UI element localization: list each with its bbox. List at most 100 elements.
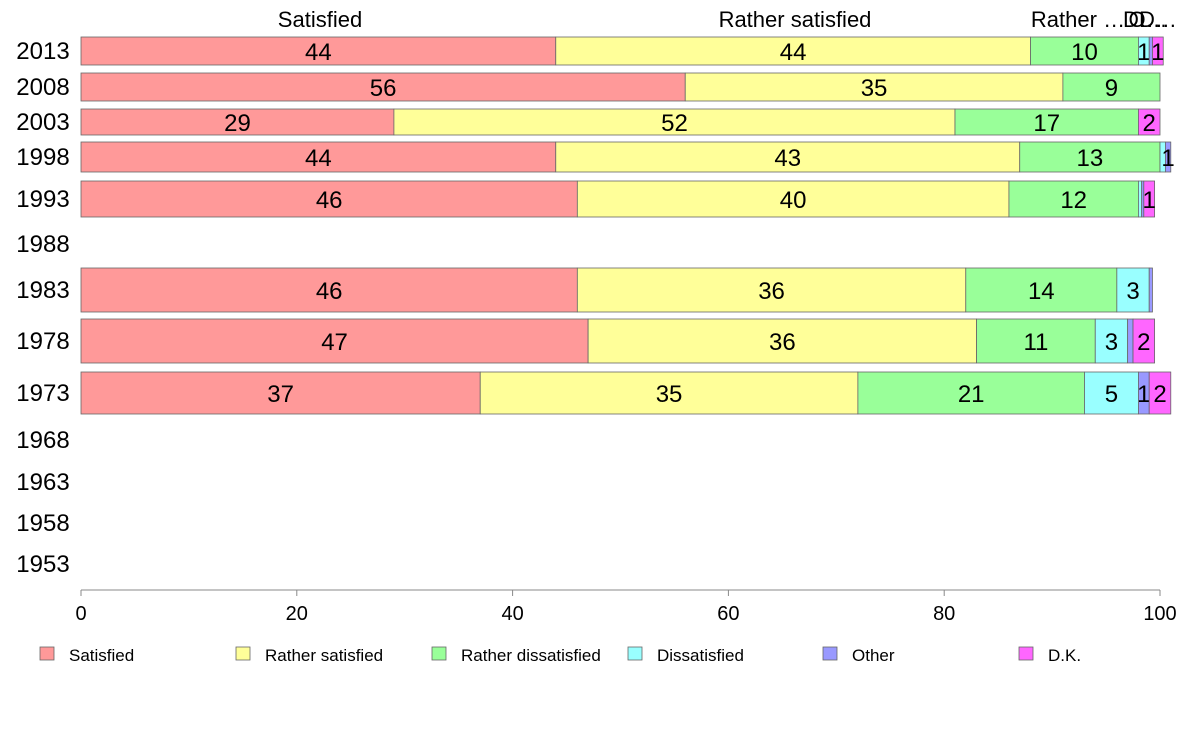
bar-value-label: 5 (1105, 381, 1118, 408)
bar-segment (1084, 371, 1139, 415)
bar-segment (1019, 141, 1161, 173)
bar-value-label: 11 (1023, 329, 1048, 356)
bar-segment (1132, 318, 1156, 364)
legend-label: Rather dissatisfied (461, 646, 601, 665)
bar-value-label: 56 (370, 75, 397, 102)
bar-value-label: 46 (316, 278, 343, 305)
x-tick-label: 100 (1143, 603, 1176, 625)
bar-value-label: 21 (958, 381, 985, 408)
bar-segment (80, 72, 686, 102)
legend-label: Satisfied (69, 646, 134, 665)
bar-value-label: 14 (1028, 278, 1055, 305)
bar-segment (587, 318, 977, 364)
top-label: Rather satisfied (719, 7, 872, 32)
x-axis: 0 20 40 60 80 100 (75, 589, 1177, 625)
bar-value-label: 17 (1033, 110, 1060, 137)
bar-segment (1143, 180, 1156, 218)
year-label: 1998 (16, 144, 69, 171)
bar-segment (1008, 180, 1139, 218)
bar-value-label: 2 (1153, 381, 1166, 408)
bar-value-label: 37 (267, 381, 294, 408)
bars-area: 44 44 10 1 156 35 929 52 17 244 43 13 146 40 12 146 36 14… (80, 36, 1175, 415)
bar-segment (80, 318, 589, 364)
year-label: 1963 (16, 469, 69, 496)
bar-value-label: 44 (780, 39, 807, 66)
bar-value-label: 36 (758, 278, 785, 305)
bar-value-label: 9 (1105, 75, 1118, 102)
bar-value-label: 1 (1137, 39, 1150, 66)
bar-segment (1148, 371, 1172, 415)
top-label: O… (1128, 7, 1167, 32)
bar-segment (80, 371, 481, 415)
x-tick-label: 40 (501, 603, 523, 625)
legend-swatch (627, 646, 643, 661)
bar-segment (80, 36, 557, 66)
bar-value-label: 12 (1060, 187, 1087, 214)
legend-label: Other (852, 646, 895, 665)
year-label: 1988 (16, 231, 69, 258)
bar-value-label: 44 (305, 145, 332, 172)
top-label: Satisfied (278, 7, 362, 32)
legend-label: Rather satisfied (265, 646, 383, 665)
year-label: 2008 (16, 74, 69, 101)
bar-value-label: 35 (861, 75, 888, 102)
y-axis-labels: 2013 2008 2003 1998 1993 1988 1983 1978 1973 1968… (16, 38, 69, 578)
bar-segment (1127, 318, 1134, 364)
bar-segment (1062, 72, 1161, 102)
bar-value-label: 3 (1105, 329, 1118, 356)
bar-value-label: 3 (1126, 278, 1139, 305)
bar-segment (1164, 141, 1172, 173)
bar-value-label: 1 (1151, 39, 1164, 66)
bar-segment (1152, 36, 1164, 66)
bar-segment (1138, 108, 1161, 136)
top-label: D… (1139, 7, 1177, 32)
top-category-labels: Satisfied Rather satisfied Rather …D…O…D… (278, 7, 1177, 32)
bar-value-label: 10 (1071, 39, 1098, 66)
bar-value-label: 43 (774, 145, 801, 172)
bar-value-label: 47 (321, 329, 348, 356)
year-label: 1978 (16, 328, 69, 355)
bar-value-label: 2 (1143, 110, 1156, 137)
bar-value-label: 36 (769, 329, 796, 356)
bar-value-label: 40 (780, 187, 807, 214)
bar-segment (976, 318, 1096, 364)
year-label: 1973 (16, 380, 69, 407)
year-label: 1993 (16, 186, 69, 213)
bar-value-label: 35 (656, 381, 683, 408)
bar-value-label: 46 (316, 187, 343, 214)
bar-segment (80, 180, 578, 218)
bar-value-label: 1 (1137, 381, 1150, 408)
x-tick-label: 80 (933, 603, 955, 625)
legend-swatch (1018, 646, 1034, 661)
legend-label: D.K. (1048, 646, 1081, 665)
bar-value-label: 1 (1143, 187, 1156, 214)
year-label: 2013 (16, 38, 69, 65)
bar-segment (1116, 267, 1150, 313)
bar-segment (965, 267, 1118, 313)
bar-segment (954, 108, 1139, 136)
bar-segment (80, 141, 557, 173)
top-label: Rather … (1031, 7, 1125, 32)
x-tick-label: 60 (717, 603, 739, 625)
legend-swatch (39, 646, 55, 661)
bar-value-label: 52 (661, 110, 688, 137)
bar-value-label: 29 (224, 110, 251, 137)
year-label: 1983 (16, 277, 69, 304)
bar-segment (576, 180, 1010, 218)
bar-value-label: 2 (1137, 329, 1150, 356)
bar-segment (857, 371, 1085, 415)
x-tick-label: 0 (75, 603, 86, 625)
x-tick-label: 20 (286, 603, 308, 625)
legend-swatch (431, 646, 447, 661)
bar-segment (479, 371, 859, 415)
year-label: 1953 (16, 551, 69, 578)
bar-segment (555, 141, 1021, 173)
top-label: D… (1123, 7, 1161, 32)
legend-swatch (822, 646, 838, 661)
year-label: 2003 (16, 109, 69, 136)
legend-swatch (235, 646, 251, 661)
legend-label: Dissatisfied (657, 646, 744, 665)
bar-value-label: 1 (1161, 145, 1174, 172)
bar-segment (684, 72, 1064, 102)
